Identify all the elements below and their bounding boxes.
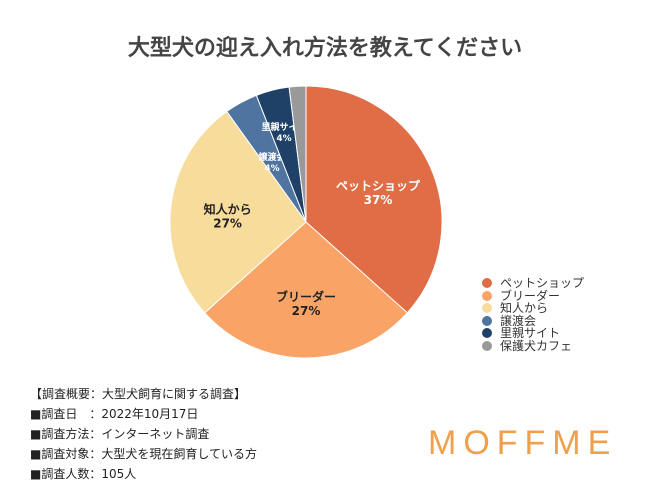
legend-label: 保護犬カフェ bbox=[500, 338, 573, 353]
slice-percent-label: 4% bbox=[276, 134, 291, 144]
legend-label: 譲渡会 bbox=[500, 313, 537, 328]
legend-swatch bbox=[482, 290, 492, 301]
pie-slice bbox=[305, 85, 443, 314]
legend-swatch bbox=[482, 278, 492, 289]
legend: ペットショップ ブリーダー 知人から 譲渡会 里親サイト 保護犬カフェ bbox=[482, 277, 584, 352]
pie-slice bbox=[169, 110, 307, 314]
survey-notes: 【調査概要：大型犬飼育に関する調査】 ■調査日 ：2022年10月17日 ■調査… bbox=[30, 384, 257, 484]
legend-swatch bbox=[482, 315, 492, 326]
legend-item: 里親サイト bbox=[482, 327, 584, 340]
slice-percent-label: 4% bbox=[264, 164, 279, 174]
legend-swatch bbox=[482, 340, 492, 351]
slice-percent-label: 27% bbox=[213, 216, 242, 230]
slice-category-label: ペットショップ bbox=[336, 178, 421, 193]
legend-swatch bbox=[482, 328, 492, 339]
legend-label: 知人から bbox=[500, 301, 549, 315]
note-line: ■調査人数：105人 bbox=[30, 467, 137, 481]
note-line: ■調査日 ：2022年10月17日 bbox=[30, 407, 199, 421]
legend-label: 里親サイト bbox=[500, 326, 561, 340]
legend-item: 譲渡会 bbox=[482, 313, 584, 328]
legend-label: ブリーダー bbox=[500, 288, 561, 303]
moffme-logo: MOFFME bbox=[428, 424, 618, 462]
legend-item: ブリーダー bbox=[482, 288, 584, 303]
note-line: 【調査概要：大型犬飼育に関する調査】 bbox=[30, 387, 247, 401]
pie-slice bbox=[204, 221, 408, 359]
slice-category-label: 知人から bbox=[203, 201, 252, 216]
pie-slice bbox=[288, 85, 307, 223]
legend-item: ペットショップ bbox=[482, 277, 584, 290]
legend-item: 保護犬カフェ bbox=[482, 338, 584, 353]
legend-swatch bbox=[482, 303, 492, 314]
legend-item: 知人から bbox=[482, 302, 584, 315]
slice-category-label: ブリーダー bbox=[276, 289, 336, 304]
slice-percent-label: 27% bbox=[292, 304, 321, 318]
legend-label: ペットショップ bbox=[500, 276, 585, 290]
note-line: ■調査方法：インターネット調査 bbox=[30, 427, 210, 441]
note-line: ■調査対象：大型犬を現在飼育している方 bbox=[30, 447, 257, 461]
slice-percent-label: 37% bbox=[364, 193, 393, 207]
chart-title: 大型犬の迎え入れ方法を教えてください bbox=[127, 36, 523, 61]
